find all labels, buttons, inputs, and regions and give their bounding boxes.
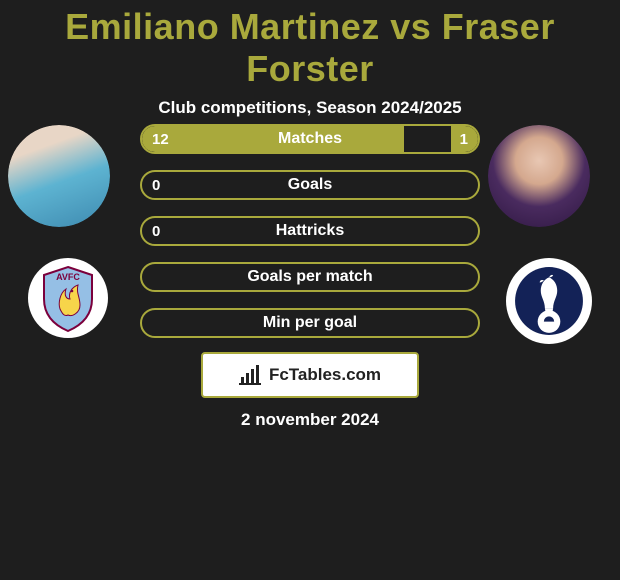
player-right-photo-img [488,125,590,227]
player-left-photo [8,125,110,227]
player-right-photo [488,125,590,227]
player-right-club-badge [506,258,592,344]
player-left-club-badge: AVFC [28,258,108,338]
attribution-box: FcTables.com [201,352,419,398]
attribution-text: FcTables.com [269,365,381,385]
page-title: Emiliano Martinez vs Fraser Forster [0,0,620,90]
stat-label: Hattricks [140,216,480,246]
stat-right-value [456,170,480,200]
svg-text:AVFC: AVFC [56,272,80,282]
subtitle: Club competitions, Season 2024/2025 [0,98,620,118]
stat-right-value: 1 [448,124,480,154]
stat-row: Goals per match [140,262,480,292]
spurs-crest-icon [513,265,585,337]
comparison-card: Emiliano Martinez vs Fraser Forster Club… [0,0,620,580]
stat-label: Matches [140,124,480,154]
stat-right-value [456,308,480,338]
player-left-photo-img [8,125,110,227]
stat-row: 0 Goals [140,170,480,200]
stat-right-value [456,216,480,246]
stat-right-value [456,262,480,292]
stat-row: Min per goal [140,308,480,338]
bar-chart-icon [239,365,263,385]
stat-row: 12 Matches 1 [140,124,480,154]
stat-label: Goals [140,170,480,200]
stats-bars: 12 Matches 1 0 Goals 0 Hattricks [140,124,480,354]
stat-label: Goals per match [140,262,480,292]
avfc-crest-icon: AVFC [37,263,99,333]
date-text: 2 november 2024 [0,410,620,430]
stat-row: 0 Hattricks [140,216,480,246]
stat-label: Min per goal [140,308,480,338]
